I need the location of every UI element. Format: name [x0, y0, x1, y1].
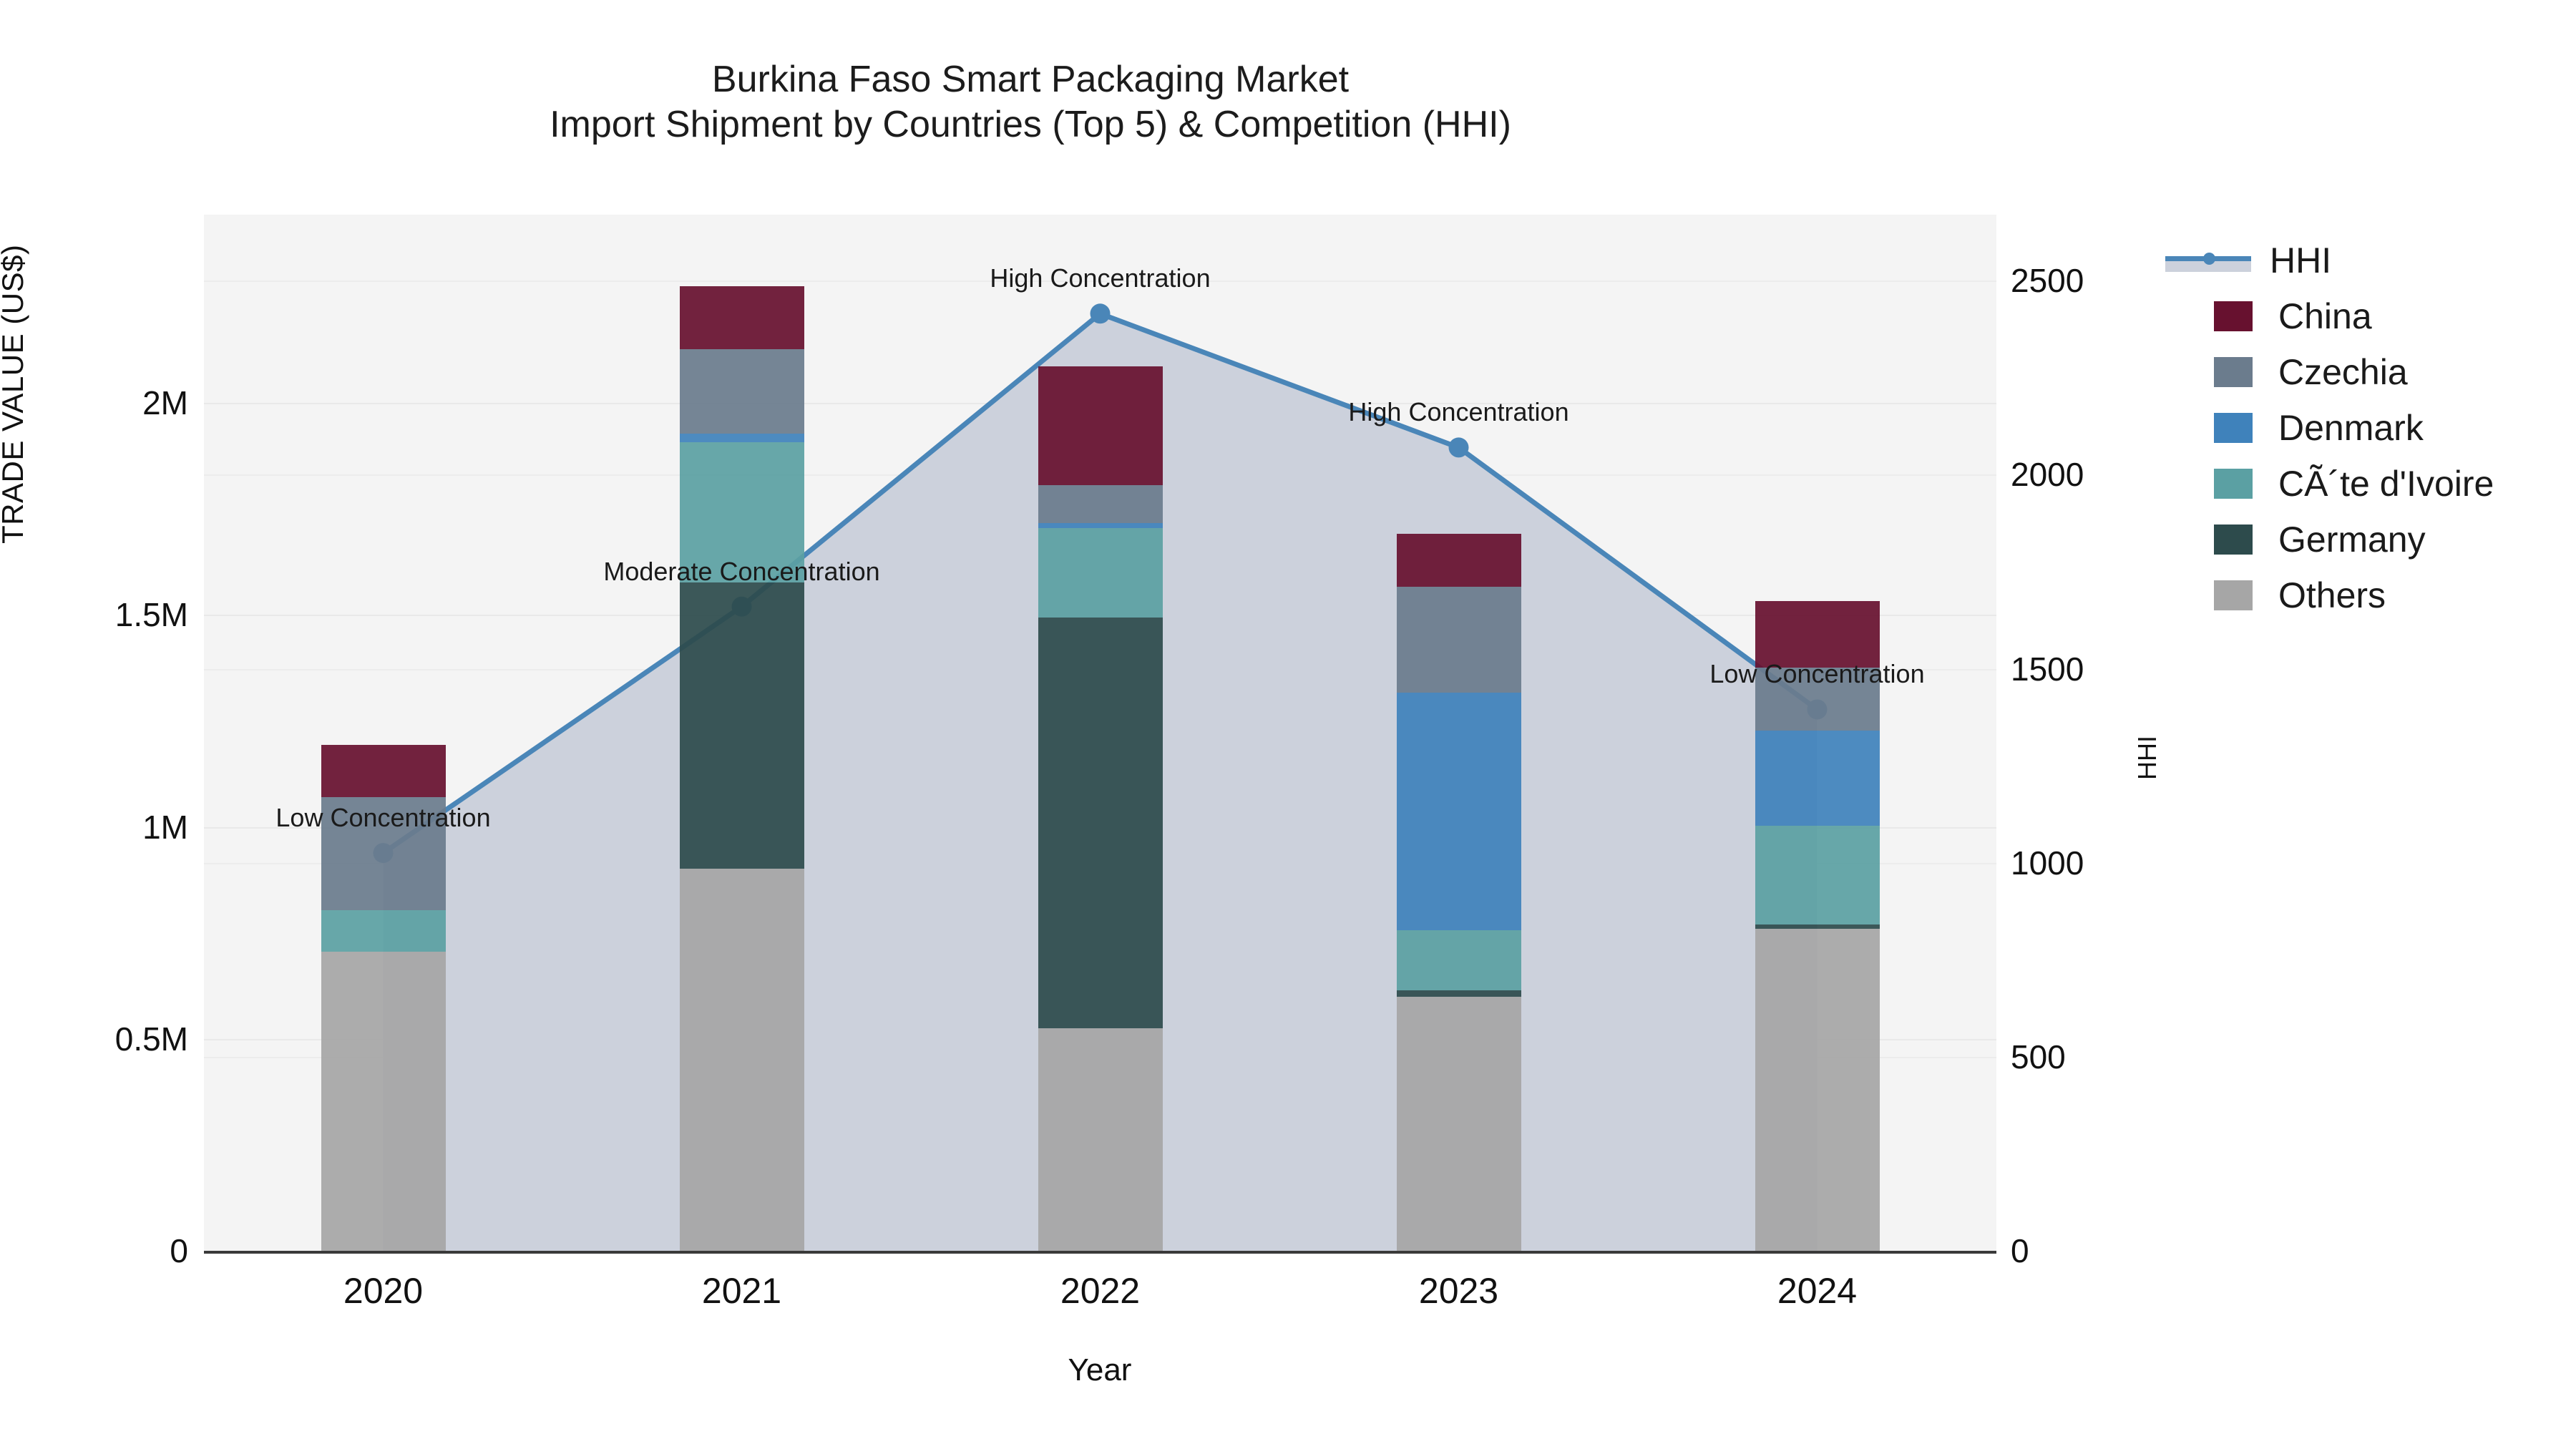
bar-segment-germany-2022[interactable] — [1038, 618, 1163, 1028]
gridline-right-2500 — [204, 280, 1996, 283]
legend-item-others[interactable]: Others — [2190, 567, 2562, 623]
bar-segment-czechia-2024[interactable] — [1755, 668, 1880, 731]
y-tick-label-2M: 2M — [142, 384, 188, 422]
bar-segment-germany-2024[interactable] — [1755, 924, 1880, 929]
chart-title-line2: Import Shipment by Countries (Top 5) & C… — [550, 104, 1511, 146]
bar-stack-2023[interactable] — [1396, 215, 1521, 1251]
bar-segment-czechia-2022[interactable] — [1038, 484, 1163, 524]
bar-segment-china-2024[interactable] — [1755, 600, 1880, 668]
bar-segment-c-te-d-ivoire-2022[interactable] — [1038, 528, 1163, 618]
bar-segment-others-2023[interactable] — [1396, 996, 1521, 1251]
bar-segment-others-2022[interactable] — [1038, 1028, 1163, 1251]
bar-segment-china-2020[interactable] — [321, 745, 446, 798]
legend-line-swatch-icon — [2165, 245, 2251, 276]
bar-segment-others-2020[interactable] — [321, 952, 446, 1251]
x-tick-label-2022: 2022 — [1060, 1271, 1141, 1311]
legend-color-swatch-icon — [2214, 301, 2253, 331]
plot-area — [204, 215, 1996, 1251]
bar-segment-china-2023[interactable] — [1396, 534, 1521, 587]
annotation-2020: Low Concentration — [275, 803, 491, 833]
legend-item-label: Czechia — [2278, 352, 2408, 392]
legend-item-label: Denmark — [2278, 408, 2424, 448]
bar-segment-denmark-2023[interactable] — [1396, 693, 1521, 931]
x-tick-label-2023: 2023 — [1418, 1271, 1499, 1311]
bar-segment-others-2024[interactable] — [1755, 928, 1880, 1251]
legend-item-label: Germany — [2278, 519, 2426, 560]
legend-color-swatch-icon — [2214, 580, 2253, 610]
y2-tick-label-2000: 2000 — [2011, 456, 2084, 494]
x-axis-spine — [204, 1251, 1996, 1254]
legend-item-c-te-d-ivoire[interactable]: CÃ´te d'Ivoire — [2190, 456, 2562, 512]
bar-segment-c-te-d-ivoire-2024[interactable] — [1755, 826, 1880, 924]
legend-item-germany[interactable]: Germany — [2190, 512, 2562, 567]
hhi-marker-2022[interactable] — [1090, 303, 1111, 324]
y2-tick-label-0: 0 — [2011, 1232, 2029, 1269]
y-tick-label-1M: 1M — [142, 808, 188, 846]
bar-segment-germany-2023[interactable] — [1396, 990, 1521, 997]
annotation-2021: Moderate Concentration — [603, 556, 880, 586]
legend-item-label: HHI — [2270, 240, 2332, 280]
x-tick-label-2021: 2021 — [701, 1271, 782, 1311]
bar-stack-2020[interactable] — [321, 215, 446, 1251]
bar-segment-czechia-2023[interactable] — [1396, 587, 1521, 693]
legend-item-label: Others — [2278, 575, 2386, 615]
bar-segment-czechia-2020[interactable] — [321, 797, 446, 910]
y2-tick-label-500: 500 — [2011, 1038, 2066, 1075]
legend-color-swatch-icon — [2214, 525, 2253, 555]
y-tick-label-1.5M: 1.5M — [114, 596, 188, 634]
legend-area-swatch-icon — [2165, 260, 2251, 272]
y2-tick-label-2500: 2500 — [2011, 262, 2084, 300]
bar-segment-denmark-2021[interactable] — [679, 434, 804, 443]
legend-color-swatch-icon — [2214, 469, 2253, 499]
annotation-2023: High Concentration — [1348, 397, 1569, 427]
y-tick-label-0: 0 — [170, 1232, 188, 1269]
bar-segment-c-te-d-ivoire-2023[interactable] — [1396, 930, 1521, 991]
bar-segment-denmark-2024[interactable] — [1755, 731, 1880, 826]
bar-segment-c-te-d-ivoire-2020[interactable] — [321, 909, 446, 952]
bar-segment-c-te-d-ivoire-2021[interactable] — [679, 442, 804, 583]
bar-segment-others-2021[interactable] — [679, 868, 804, 1251]
x-tick-label-2020: 2020 — [343, 1271, 424, 1311]
annotation-2022: High Concentration — [990, 263, 1211, 293]
bar-segment-china-2022[interactable] — [1038, 366, 1163, 485]
bar-stack-2024[interactable] — [1755, 215, 1880, 1251]
y-tick-label-0.5M: 0.5M — [114, 1020, 188, 1058]
legend-marker-dot-icon — [2203, 253, 2215, 265]
chart-legend: HHI China Czechia Denmark CÃ´te d'Ivoire Germ… — [2165, 233, 2562, 623]
y-axis-title: TRADE VALUE (US$) — [0, 244, 29, 544]
y2-tick-label-1000: 1000 — [2011, 844, 2084, 882]
x-axis-title: Year — [1068, 1352, 1132, 1387]
y2-axis-title: HHI — [2132, 736, 2162, 780]
hhi-marker-2023[interactable] — [1448, 437, 1469, 458]
legend-item-czechia[interactable]: Czechia — [2190, 344, 2562, 400]
bar-stack-2021[interactable] — [679, 215, 804, 1251]
chart-title-line1: Burkina Faso Smart Packaging Market — [711, 59, 1350, 100]
legend-color-swatch-icon — [2214, 357, 2253, 387]
legend-item-hhi[interactable]: HHI — [2165, 233, 2562, 288]
bar-segment-germany-2021[interactable] — [679, 582, 804, 869]
annotation-2024: Low Concentration — [1709, 659, 1925, 689]
y2-tick-label-1500: 1500 — [2011, 650, 2084, 688]
bar-segment-denmark-2022[interactable] — [1038, 523, 1163, 529]
legend-item-label: China — [2278, 296, 2372, 336]
bar-segment-czechia-2021[interactable] — [679, 349, 804, 434]
x-tick-label-2024: 2024 — [1777, 1271, 1858, 1311]
legend-item-label: CÃ´te d'Ivoire — [2278, 464, 2494, 504]
chart-title: Burkina Faso Smart Packaging Market Impo… — [0, 57, 2061, 148]
legend-color-swatch-icon — [2214, 413, 2253, 443]
legend-item-denmark[interactable]: Denmark — [2190, 400, 2562, 456]
legend-item-china[interactable]: China — [2190, 288, 2562, 344]
bar-stack-2022[interactable] — [1038, 215, 1163, 1251]
bar-segment-china-2021[interactable] — [679, 286, 804, 350]
